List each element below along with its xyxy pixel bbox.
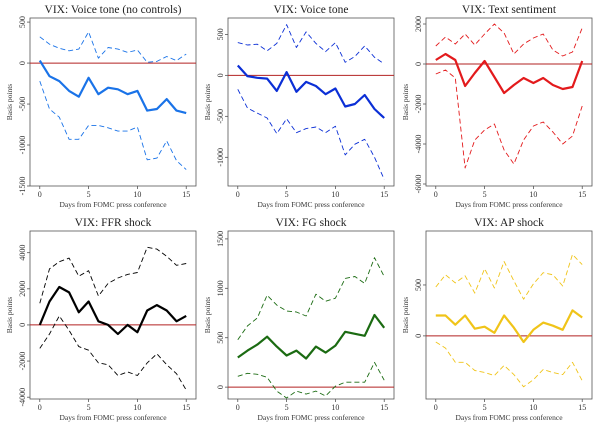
plot-frame — [227, 230, 395, 400]
series-estimate-line — [435, 309, 583, 344]
panel-2: VIX: Voice tone 0 5 10 15 -1000 -500 0 500 Days f… — [203, 4, 395, 209]
panel-title: VIX: FFR shock — [75, 217, 152, 229]
x-tick-label: 10 — [529, 190, 537, 199]
y-axis-label: Basis points — [203, 297, 212, 334]
series-lower-line — [39, 315, 187, 391]
y-tick-label: 4000 — [18, 245, 27, 261]
x-tick-label: 5 — [285, 403, 289, 412]
x-tick-label: 5 — [483, 190, 487, 199]
panel-6: VIX: AP shock 0 5 10 15 0 500 Days from FOMC pr… — [401, 217, 593, 422]
series-lower-line — [237, 361, 385, 399]
panel-title: VIX: AP shock — [474, 217, 544, 229]
y-tick-label: 2000 — [414, 16, 423, 32]
x-tick-label: 0 — [38, 190, 42, 199]
x-axis-label: Days from FOMC press conference — [455, 413, 563, 422]
x-tick-label: 10 — [133, 403, 141, 412]
x-tick-label: 0 — [38, 403, 42, 412]
x-axis-label: Days from FOMC press conference — [455, 200, 563, 209]
plot-frame — [425, 230, 593, 400]
x-tick-label: 15 — [380, 190, 388, 199]
series-upper-line — [435, 23, 583, 57]
y-tick-label: 500 — [216, 332, 225, 344]
x-tick-label: 10 — [331, 403, 339, 412]
plot-frame — [425, 17, 593, 187]
x-tick-label: 0 — [236, 403, 240, 412]
series-upper-line — [435, 253, 583, 300]
y-tick-label: -4000 — [18, 388, 27, 407]
y-tick-label: 1500 — [216, 231, 225, 247]
panel-title: VIX: Voice tone (no controls) — [45, 4, 182, 16]
y-tick-label: 0 — [18, 61, 27, 65]
x-tick-label: 5 — [483, 403, 487, 412]
series-estimate-line — [38, 60, 187, 115]
series-estimate-line — [435, 52, 584, 95]
y-axis-label: Basis points — [5, 84, 14, 121]
x-axis-label: Days from FOMC press conference — [257, 200, 365, 209]
x-tick-label: 5 — [87, 403, 91, 412]
panel-title: VIX: Voice tone — [274, 4, 349, 16]
y-tick-label: 500 — [414, 279, 423, 291]
series-lower-line — [237, 89, 385, 180]
plot-frame — [29, 17, 197, 187]
plot-frame — [29, 230, 197, 400]
x-tick-label: 15 — [182, 403, 190, 412]
y-tick-label: 500 — [216, 28, 225, 40]
series-lower-line — [435, 341, 583, 388]
x-tick-label: 5 — [87, 190, 91, 199]
y-tick-label: 0 — [414, 334, 423, 338]
series-upper-line — [237, 257, 385, 340]
y-tick-label: -500 — [18, 97, 27, 112]
y-axis-label: Basis points — [5, 297, 14, 334]
series-upper-line — [39, 31, 187, 63]
y-tick-label: -6000 — [414, 175, 423, 194]
y-tick-label: -2000 — [18, 352, 27, 371]
y-axis-label: Basis points — [401, 84, 410, 121]
y-tick-label: 500 — [18, 16, 27, 28]
y-tick-label: -1000 — [216, 148, 225, 167]
y-tick-label: -4000 — [414, 135, 423, 154]
y-tick-label: -1000 — [18, 136, 27, 155]
y-tick-label: -2000 — [414, 95, 423, 114]
panel-1: VIX: Voice tone (no controls) 0 5 10 15 -1500… — [5, 4, 197, 209]
x-tick-label: 0 — [236, 190, 240, 199]
panel-5: VIX: FG shock 0 5 10 15 0 500 1000 1500 Days from… — [203, 217, 395, 422]
series-lower-line — [39, 80, 187, 170]
x-tick-label: 15 — [578, 403, 586, 412]
series-estimate-line — [237, 313, 386, 360]
panel-title: VIX: FG shock — [276, 217, 347, 229]
y-tick-label: -500 — [216, 109, 225, 124]
y-tick-label: 1000 — [216, 280, 225, 296]
series-estimate-line — [236, 64, 385, 119]
x-tick-label: 15 — [182, 190, 190, 199]
y-axis-label: Basis points — [203, 84, 212, 121]
panel-title: VIX: Text sentiment — [462, 4, 557, 16]
series-estimate-line — [38, 285, 187, 336]
y-tick-label: 0 — [216, 73, 225, 77]
y-axis-label: Basis points — [401, 297, 410, 334]
series-upper-line — [39, 246, 187, 304]
x-tick-label: 10 — [133, 190, 141, 199]
y-tick-label: -1500 — [18, 177, 27, 196]
x-axis-label: Days from FOMC press conference — [257, 413, 365, 422]
x-axis-label: Days from FOMC press conference — [59, 200, 167, 209]
y-tick-label: 0 — [18, 323, 27, 327]
x-tick-label: 0 — [434, 190, 438, 199]
y-tick-label: 0 — [216, 385, 225, 389]
y-tick-label: 2000 — [18, 281, 27, 297]
series-upper-line — [237, 24, 385, 65]
y-tick-label: 0 — [414, 62, 423, 66]
plot-frame — [227, 17, 395, 187]
x-tick-label: 10 — [331, 190, 339, 199]
x-tick-label: 15 — [578, 190, 586, 199]
x-tick-label: 0 — [434, 403, 438, 412]
x-tick-label: 10 — [529, 403, 537, 412]
x-axis-label: Days from FOMC press conference — [59, 413, 167, 422]
x-tick-label: 5 — [285, 190, 289, 199]
panel-3: VIX: Text sentiment 0 5 10 15 -6000 -4000 -2000… — [401, 4, 593, 209]
series-lower-line — [435, 69, 583, 169]
panel-4: VIX: FFR shock 0 5 10 15 -4000 -2000 0 2000 4000 D… — [5, 217, 197, 422]
x-tick-label: 15 — [380, 403, 388, 412]
